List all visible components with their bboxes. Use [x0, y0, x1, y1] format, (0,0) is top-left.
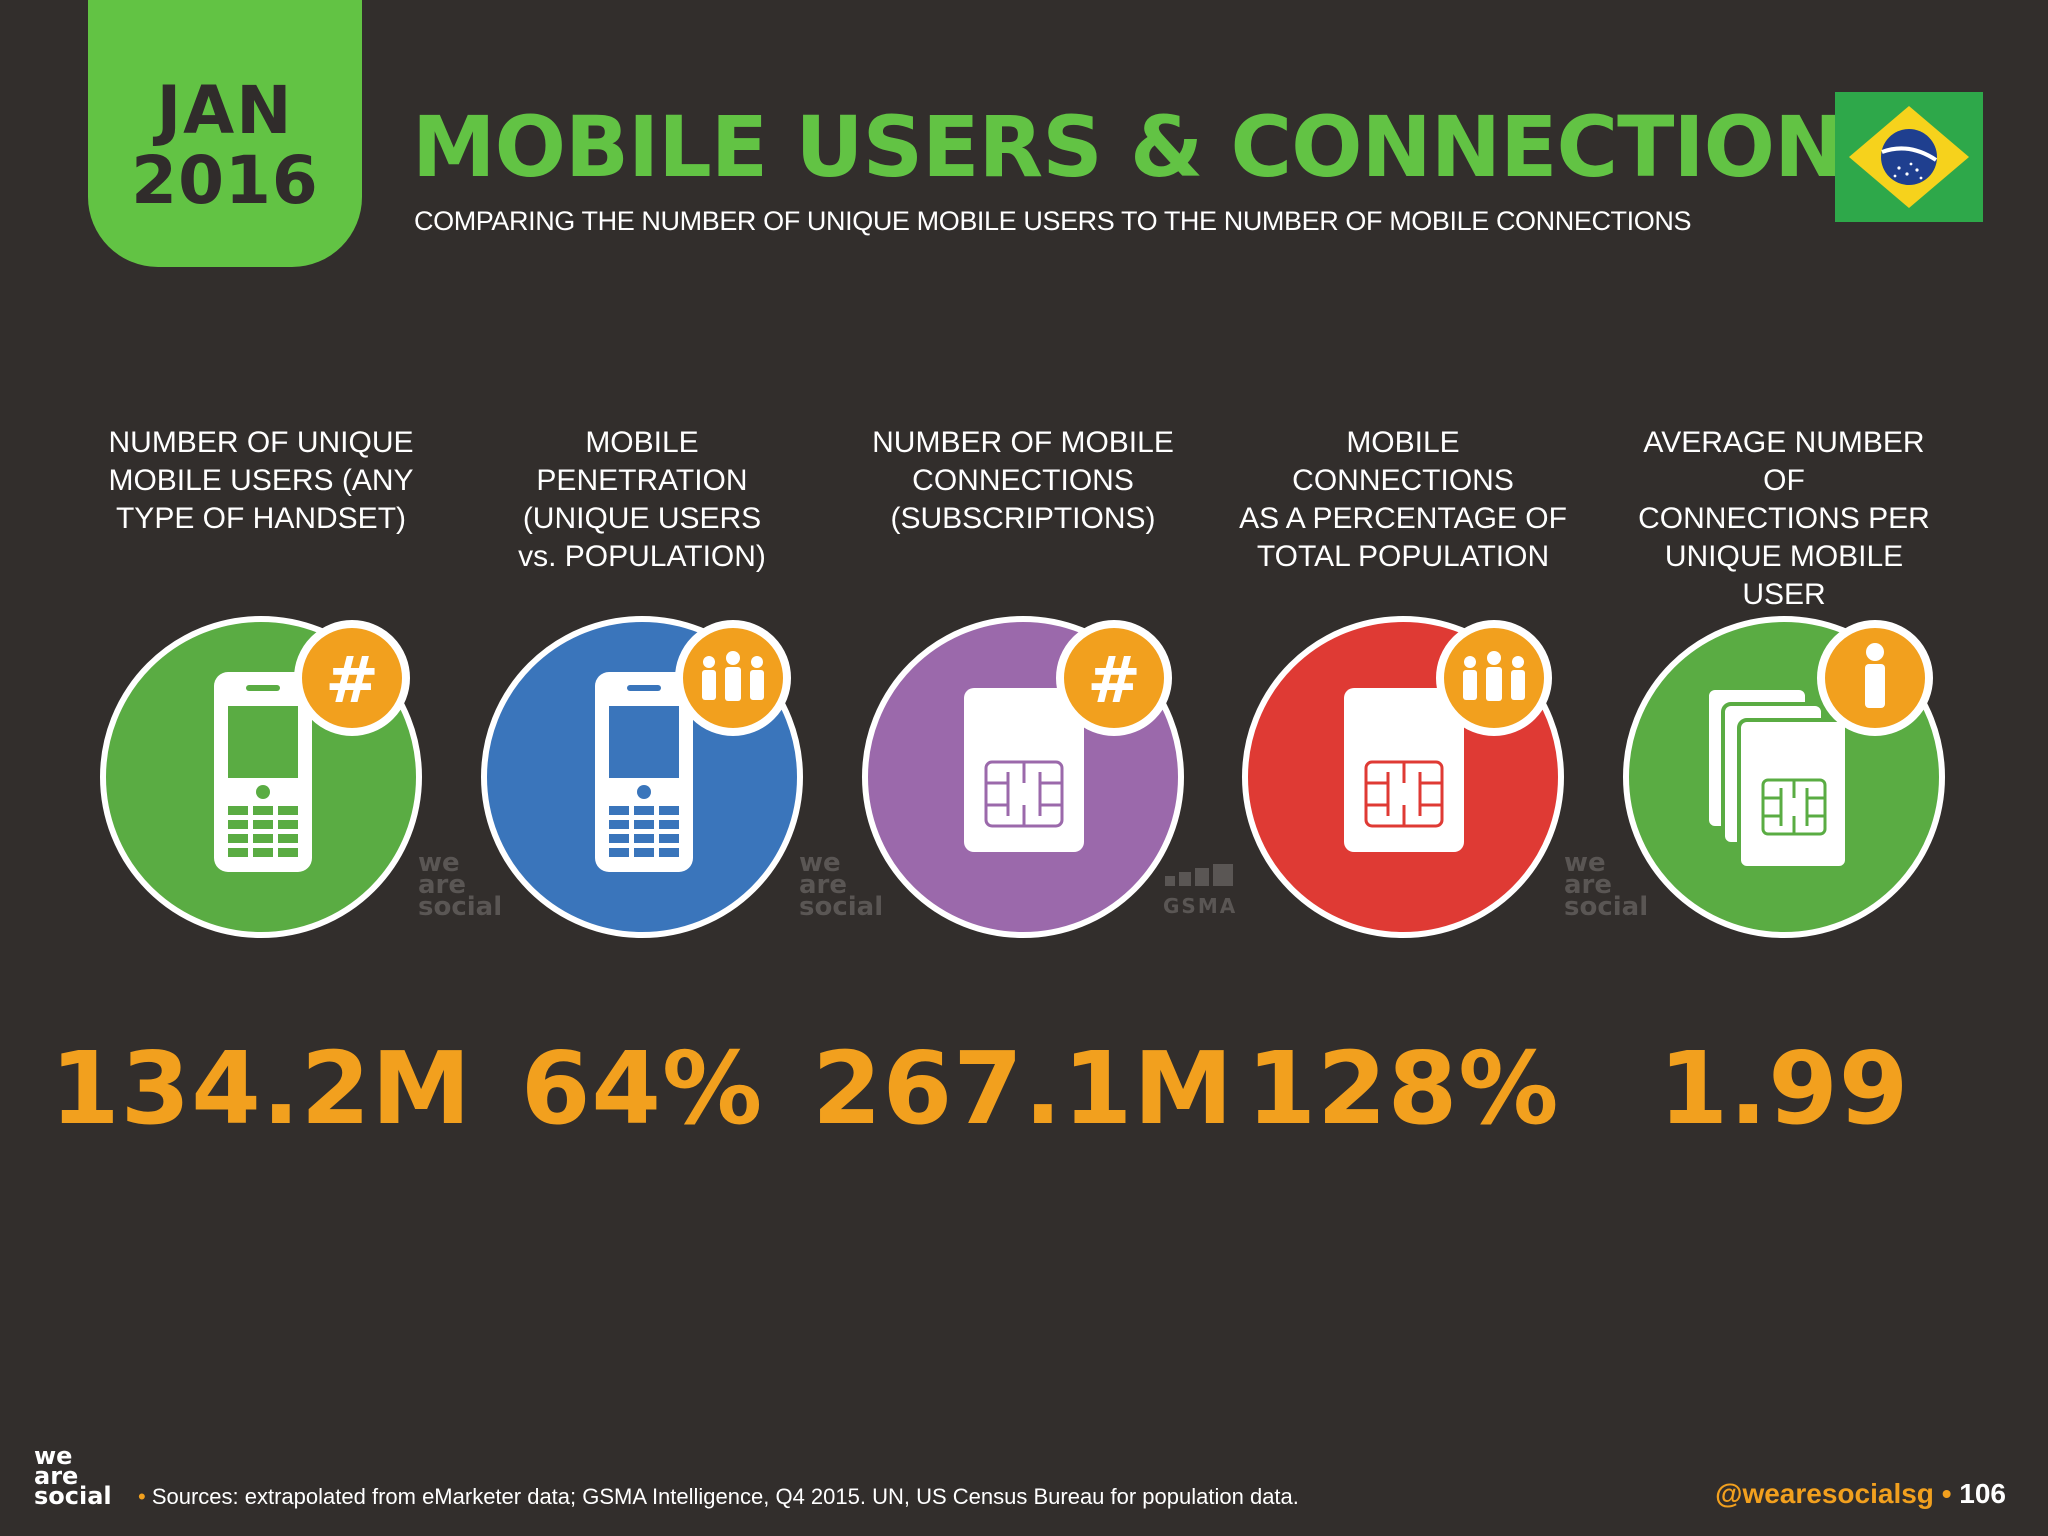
- svg-text:#: #: [1087, 644, 1141, 718]
- social-handle[interactable]: @wearesocialsg: [1715, 1478, 1934, 1509]
- stat-label: NUMBER OF UNIQUE MOBILE USERS (ANY TYPE …: [108, 426, 414, 535]
- bullet: •: [138, 1484, 146, 1509]
- stat-circle: [1238, 612, 1568, 942]
- people-icon: [1436, 620, 1552, 736]
- stat-label: NUMBER OF MOBILE CONNECTIONS (SUBSCRIPTI…: [872, 426, 1174, 535]
- stat-circle: [477, 612, 807, 942]
- hash-icon: #: [294, 620, 410, 736]
- stat-label: AVERAGE NUMBER OF CONNECTIONS PER UNIQUE…: [1638, 426, 1930, 611]
- stat-value: 134.2M: [50, 1030, 472, 1147]
- date-month: JAN: [156, 72, 294, 149]
- footer-logo: we are social: [34, 1442, 112, 1510]
- hash-icon: #: [1056, 620, 1172, 736]
- phone-icon: [595, 672, 693, 872]
- sim-stack-icon: [1705, 686, 1849, 870]
- stat-value: 267.1M: [812, 1030, 1234, 1147]
- page-subtitle: COMPARING THE NUMBER OF UNIQUE MOBILE US…: [414, 206, 1692, 236]
- we-are-social-watermark: we are social: [799, 848, 884, 922]
- gsma-label: GSMA: [1163, 894, 1238, 918]
- date-tab: JAN 2016: [88, 0, 362, 267]
- stat-value: 128%: [1246, 1030, 1560, 1147]
- stat-label: MOBILE CONNECTIONS AS A PERCENTAGE OF TO…: [1239, 426, 1567, 573]
- page-title: MOBILE USERS & CONNECTIONS: [412, 98, 1904, 196]
- brazil-flag-icon: [1835, 92, 1983, 222]
- stat-circle: [1619, 612, 1949, 942]
- footer-sources: • Sources: extrapolated from eMarketer d…: [138, 1484, 1299, 1510]
- gsma-watermark: GSMA: [1163, 862, 1263, 917]
- phone-icon: [214, 672, 312, 872]
- date-year: 2016: [131, 142, 319, 219]
- bullet: •: [1941, 1478, 1952, 1509]
- stat-circle: #: [96, 612, 426, 942]
- stat-value: 1.99: [1658, 1030, 1910, 1147]
- page-number: 106: [1959, 1478, 2006, 1509]
- svg-text:#: #: [325, 644, 379, 718]
- we-are-social-watermark: we are social: [1564, 848, 1649, 922]
- footer-right: @wearesocialsg • 106: [1715, 1478, 2006, 1510]
- person-icon: [1817, 620, 1933, 736]
- sim-card-icon: [964, 688, 1084, 852]
- stat-value: 64%: [520, 1030, 764, 1147]
- people-icon: [675, 620, 791, 736]
- we-are-social-watermark: we are social: [418, 848, 503, 922]
- sim-card-icon: [1344, 688, 1464, 852]
- stat-label: MOBILE PENETRATION (UNIQUE USERS vs. POP…: [518, 426, 766, 573]
- sources-text: Sources: extrapolated from eMarketer dat…: [151, 1484, 1299, 1509]
- signal-bars-icon: [1165, 864, 1233, 886]
- stat-circle: #: [858, 612, 1188, 942]
